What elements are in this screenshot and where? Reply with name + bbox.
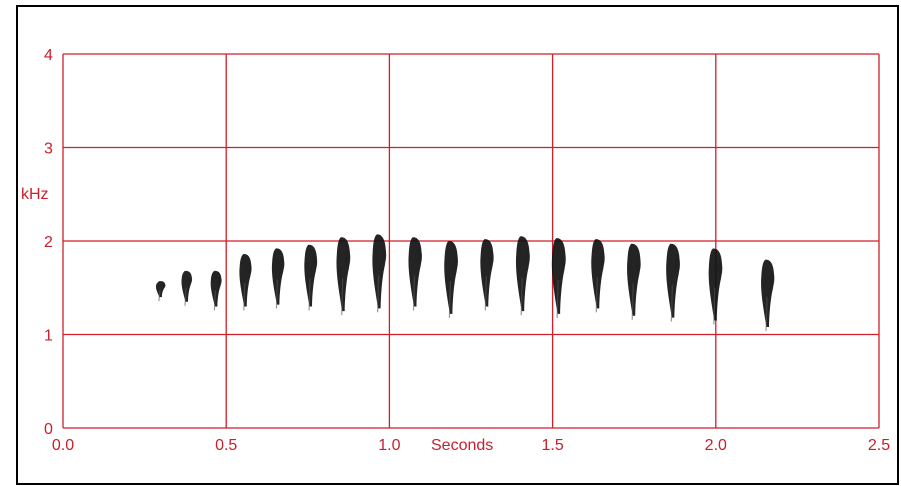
note-mark [372,234,387,313]
x-tick-label: 1.0 [378,437,400,454]
note-mark [239,254,252,311]
note-mark [408,237,422,311]
note-mark [210,270,222,311]
note-mark [444,240,459,318]
x-tick-label: 0.5 [215,437,237,454]
song-notes [155,234,775,332]
note-mark [551,238,566,318]
note-mark [666,243,680,322]
grid [62,53,880,429]
note-mark [708,248,723,325]
y-tick-label: 0 [44,421,53,438]
note-mark [155,281,166,302]
x-tick-label: 1.5 [541,437,563,454]
y-tick-label: 1 [44,328,53,345]
note-mark [480,239,494,311]
x-tick-label: 2.5 [868,437,890,454]
note-mark [336,237,351,316]
note-mark [271,248,285,309]
note-mark [761,259,775,332]
note-mark [304,244,318,311]
outer-frame [16,5,899,485]
x-tick-label: 2.0 [705,437,727,454]
note-mark [181,270,193,306]
x-tick-label: 0.0 [52,437,74,454]
y-tick-labels: 0 1 2 3 4 [44,47,53,438]
y-tick-label: 4 [44,47,53,64]
y-tick-label: 2 [44,234,53,251]
y-axis-label: kHz [21,186,49,203]
x-tick-labels: 0.0 0.5 1.0 1.5 2.0 2.5 [52,437,890,454]
note-mark [515,236,530,316]
note-mark [627,243,641,320]
note-mark [591,239,605,313]
x-axis-label: Seconds [431,437,493,454]
y-tick-label: 3 [44,141,53,158]
